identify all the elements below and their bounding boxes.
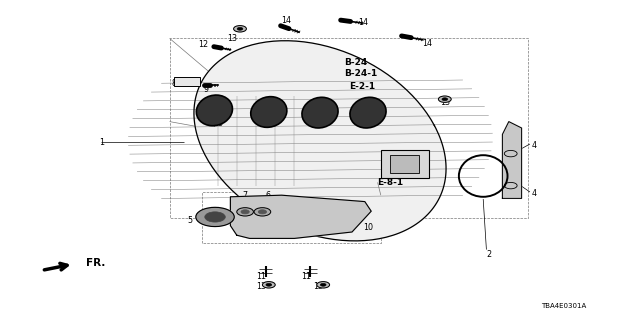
Text: 6: 6	[266, 191, 271, 200]
Bar	[174, 77, 200, 86]
Text: 3: 3	[218, 119, 223, 128]
Text: 4: 4	[531, 141, 536, 150]
Circle shape	[321, 284, 326, 286]
Circle shape	[258, 210, 267, 214]
Text: 8: 8	[172, 79, 177, 88]
Circle shape	[438, 96, 451, 102]
Circle shape	[234, 26, 246, 32]
Text: 14: 14	[358, 18, 369, 27]
Text: 3: 3	[320, 119, 325, 128]
Circle shape	[196, 207, 234, 227]
Circle shape	[241, 210, 250, 214]
Text: 3: 3	[269, 119, 274, 128]
Polygon shape	[230, 195, 371, 238]
Text: 9: 9	[204, 85, 209, 94]
Circle shape	[205, 212, 225, 222]
Text: 12: 12	[198, 40, 209, 49]
Text: 2: 2	[486, 250, 492, 259]
Bar	[390, 155, 419, 173]
Ellipse shape	[350, 97, 386, 128]
Polygon shape	[194, 41, 446, 241]
Text: 5: 5	[187, 216, 192, 225]
Text: E-2-1: E-2-1	[349, 82, 375, 91]
Text: 13: 13	[227, 34, 237, 43]
Text: 11: 11	[256, 272, 266, 281]
Circle shape	[237, 208, 253, 216]
Circle shape	[262, 282, 275, 288]
Text: TBA4E0301A: TBA4E0301A	[541, 303, 586, 308]
Text: B-24: B-24	[344, 58, 367, 67]
Text: 1: 1	[99, 138, 104, 147]
Text: 4: 4	[531, 189, 536, 198]
Text: 11: 11	[301, 272, 311, 281]
Text: FR.: FR.	[86, 258, 106, 268]
Circle shape	[266, 284, 272, 286]
Ellipse shape	[196, 95, 232, 126]
Text: 14: 14	[282, 16, 292, 25]
Text: 14: 14	[422, 39, 433, 48]
Text: 13: 13	[440, 98, 451, 107]
Circle shape	[317, 282, 330, 288]
Circle shape	[254, 208, 271, 216]
Bar	[381, 150, 429, 178]
Ellipse shape	[302, 97, 338, 128]
Text: 13: 13	[256, 282, 266, 291]
Polygon shape	[502, 122, 522, 198]
Text: B-24-1: B-24-1	[344, 69, 378, 78]
Text: E-8-1: E-8-1	[378, 178, 404, 187]
Text: 13: 13	[314, 282, 324, 291]
Text: 10: 10	[364, 223, 374, 232]
Text: 3: 3	[365, 119, 370, 128]
Text: 7: 7	[242, 191, 247, 200]
Circle shape	[442, 98, 448, 100]
Circle shape	[237, 28, 243, 30]
Ellipse shape	[251, 97, 287, 127]
